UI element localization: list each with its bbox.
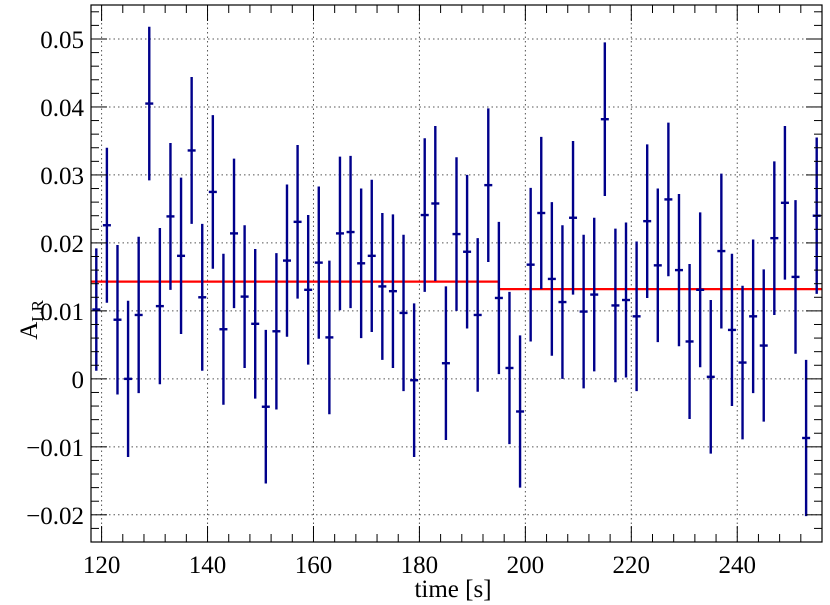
x-tick-label: 120 bbox=[83, 552, 121, 579]
data-point bbox=[102, 147, 111, 303]
y-tick-label: 0.05 bbox=[40, 27, 84, 54]
data-point bbox=[759, 269, 768, 422]
data-point bbox=[357, 188, 366, 339]
data-point bbox=[177, 177, 186, 334]
data-point bbox=[463, 174, 472, 329]
data-point bbox=[187, 77, 196, 224]
y-tick-label: −0.01 bbox=[26, 435, 84, 462]
data-point bbox=[600, 42, 609, 197]
data-point bbox=[441, 286, 450, 441]
data-point bbox=[674, 193, 683, 347]
data-point bbox=[770, 161, 779, 315]
data-point bbox=[526, 187, 535, 342]
x-tick-label: 220 bbox=[613, 552, 651, 579]
x-tick-label: 160 bbox=[295, 552, 333, 579]
y-axis-label-sub: LR bbox=[28, 299, 47, 321]
data-point bbox=[452, 157, 461, 311]
data-point bbox=[166, 142, 175, 290]
data-point bbox=[388, 214, 397, 368]
data-point bbox=[780, 125, 789, 280]
data-point bbox=[484, 108, 493, 262]
svg-text:ALR: ALR bbox=[16, 299, 47, 339]
y-axis-label-main: A bbox=[16, 322, 43, 340]
x-tick-label: 140 bbox=[189, 552, 227, 579]
y-tick-labels: −0.02 −0.01 0 0.01 0.02 0.03 0.04 0.05 bbox=[26, 27, 84, 530]
data-point bbox=[134, 236, 143, 394]
data-point bbox=[282, 184, 291, 337]
data-point bbox=[802, 359, 811, 517]
data-point bbox=[664, 122, 673, 277]
data-point bbox=[738, 285, 747, 440]
data-point bbox=[749, 239, 758, 394]
data-point bbox=[696, 212, 705, 368]
data-point bbox=[632, 241, 641, 392]
data-point bbox=[547, 202, 556, 356]
data-point bbox=[92, 248, 101, 371]
data-point bbox=[261, 329, 270, 484]
data-point bbox=[590, 217, 599, 372]
x-tick-label: 200 bbox=[507, 552, 545, 579]
plot-frame bbox=[90, 4, 823, 543]
data-point bbox=[399, 234, 408, 392]
data-point bbox=[622, 222, 631, 378]
y-tick-label: 0.03 bbox=[40, 163, 84, 190]
data-point bbox=[335, 156, 344, 311]
data-point bbox=[791, 200, 800, 354]
data-point bbox=[706, 300, 715, 454]
data-point bbox=[145, 26, 154, 181]
y-axis-label: ALR bbox=[16, 299, 47, 339]
data-point bbox=[579, 234, 588, 389]
axis-ticks bbox=[91, 5, 822, 543]
data-point bbox=[611, 228, 620, 383]
data-point bbox=[198, 223, 207, 371]
y-tick-label: 0.04 bbox=[40, 95, 84, 122]
data-point bbox=[346, 155, 355, 309]
y-tick-label: 0.02 bbox=[40, 231, 84, 258]
data-point bbox=[314, 186, 323, 339]
y-tick-label: −0.02 bbox=[26, 503, 84, 530]
data-point bbox=[272, 253, 281, 410]
data-point bbox=[653, 188, 662, 343]
data-point bbox=[420, 138, 429, 292]
y-tick-label: 0 bbox=[72, 367, 85, 394]
data-points bbox=[92, 26, 821, 517]
data-point bbox=[473, 238, 482, 392]
data-point bbox=[251, 249, 260, 399]
data-point bbox=[378, 213, 387, 360]
x-tick-labels: 120 140 160 180 200 220 240 bbox=[83, 552, 756, 579]
data-point bbox=[325, 260, 334, 415]
data-point bbox=[113, 244, 122, 395]
data-point bbox=[230, 158, 239, 309]
y-tick-label: 0.01 bbox=[40, 299, 84, 326]
data-point bbox=[569, 140, 578, 295]
data-point bbox=[367, 179, 376, 332]
data-point bbox=[727, 253, 736, 407]
data-point bbox=[293, 145, 302, 299]
x-axis-label: time [s] bbox=[414, 576, 491, 603]
x-tick-label: 180 bbox=[401, 552, 439, 579]
data-point bbox=[155, 227, 164, 385]
data-point bbox=[494, 221, 503, 375]
data-point bbox=[431, 125, 440, 281]
data-point bbox=[717, 173, 726, 329]
data-point bbox=[304, 215, 313, 365]
data-point bbox=[124, 300, 133, 458]
data-point bbox=[240, 225, 249, 368]
x-tick-label: 240 bbox=[718, 552, 756, 579]
data-point bbox=[208, 115, 217, 269]
data-point bbox=[219, 253, 228, 405]
data-point bbox=[505, 291, 514, 445]
data-point bbox=[558, 225, 567, 379]
data-point bbox=[685, 263, 694, 419]
data-point bbox=[410, 303, 419, 458]
data-point bbox=[516, 335, 525, 488]
data-point bbox=[643, 144, 652, 298]
data-point bbox=[537, 136, 546, 290]
